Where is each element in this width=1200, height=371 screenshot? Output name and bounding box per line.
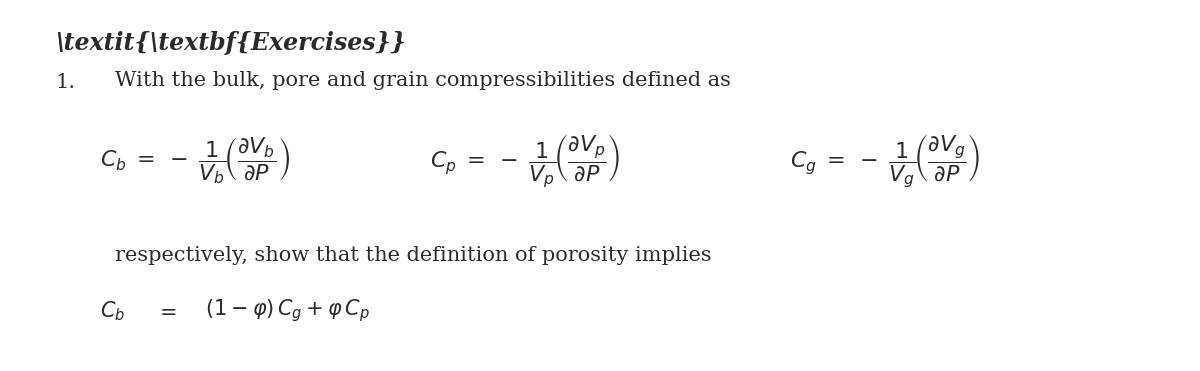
Text: respectively, show that the definition of porosity implies: respectively, show that the definition o… bbox=[115, 246, 712, 265]
Text: \textit{\textbf{Exercises}}: \textit{\textbf{Exercises}} bbox=[55, 31, 406, 55]
Text: With the bulk, pore and grain compressibilities defined as: With the bulk, pore and grain compressib… bbox=[115, 71, 731, 90]
Text: $C_b$: $C_b$ bbox=[100, 299, 125, 323]
Text: 1.: 1. bbox=[55, 73, 76, 92]
Text: $=$: $=$ bbox=[155, 301, 176, 321]
Text: $C_p\; =\; -\; \dfrac{1}{V_p}\!\left(\dfrac{\partial V_p}{\partial P}\right)$: $C_p\; =\; -\; \dfrac{1}{V_p}\!\left(\df… bbox=[430, 132, 620, 190]
Text: $C_g\; =\; -\; \dfrac{1}{V_g}\!\left(\dfrac{\partial V_g}{\partial P}\right)$: $C_g\; =\; -\; \dfrac{1}{V_g}\!\left(\df… bbox=[790, 132, 980, 190]
Text: $(1 - \varphi)\, C_g + \varphi\, C_p$: $(1 - \varphi)\, C_g + \varphi\, C_p$ bbox=[205, 298, 370, 324]
Text: $C_b\; =\; -\; \dfrac{1}{V_b}\!\left(\dfrac{\partial V_b}{\partial P}\right)$: $C_b\; =\; -\; \dfrac{1}{V_b}\!\left(\df… bbox=[100, 136, 290, 186]
